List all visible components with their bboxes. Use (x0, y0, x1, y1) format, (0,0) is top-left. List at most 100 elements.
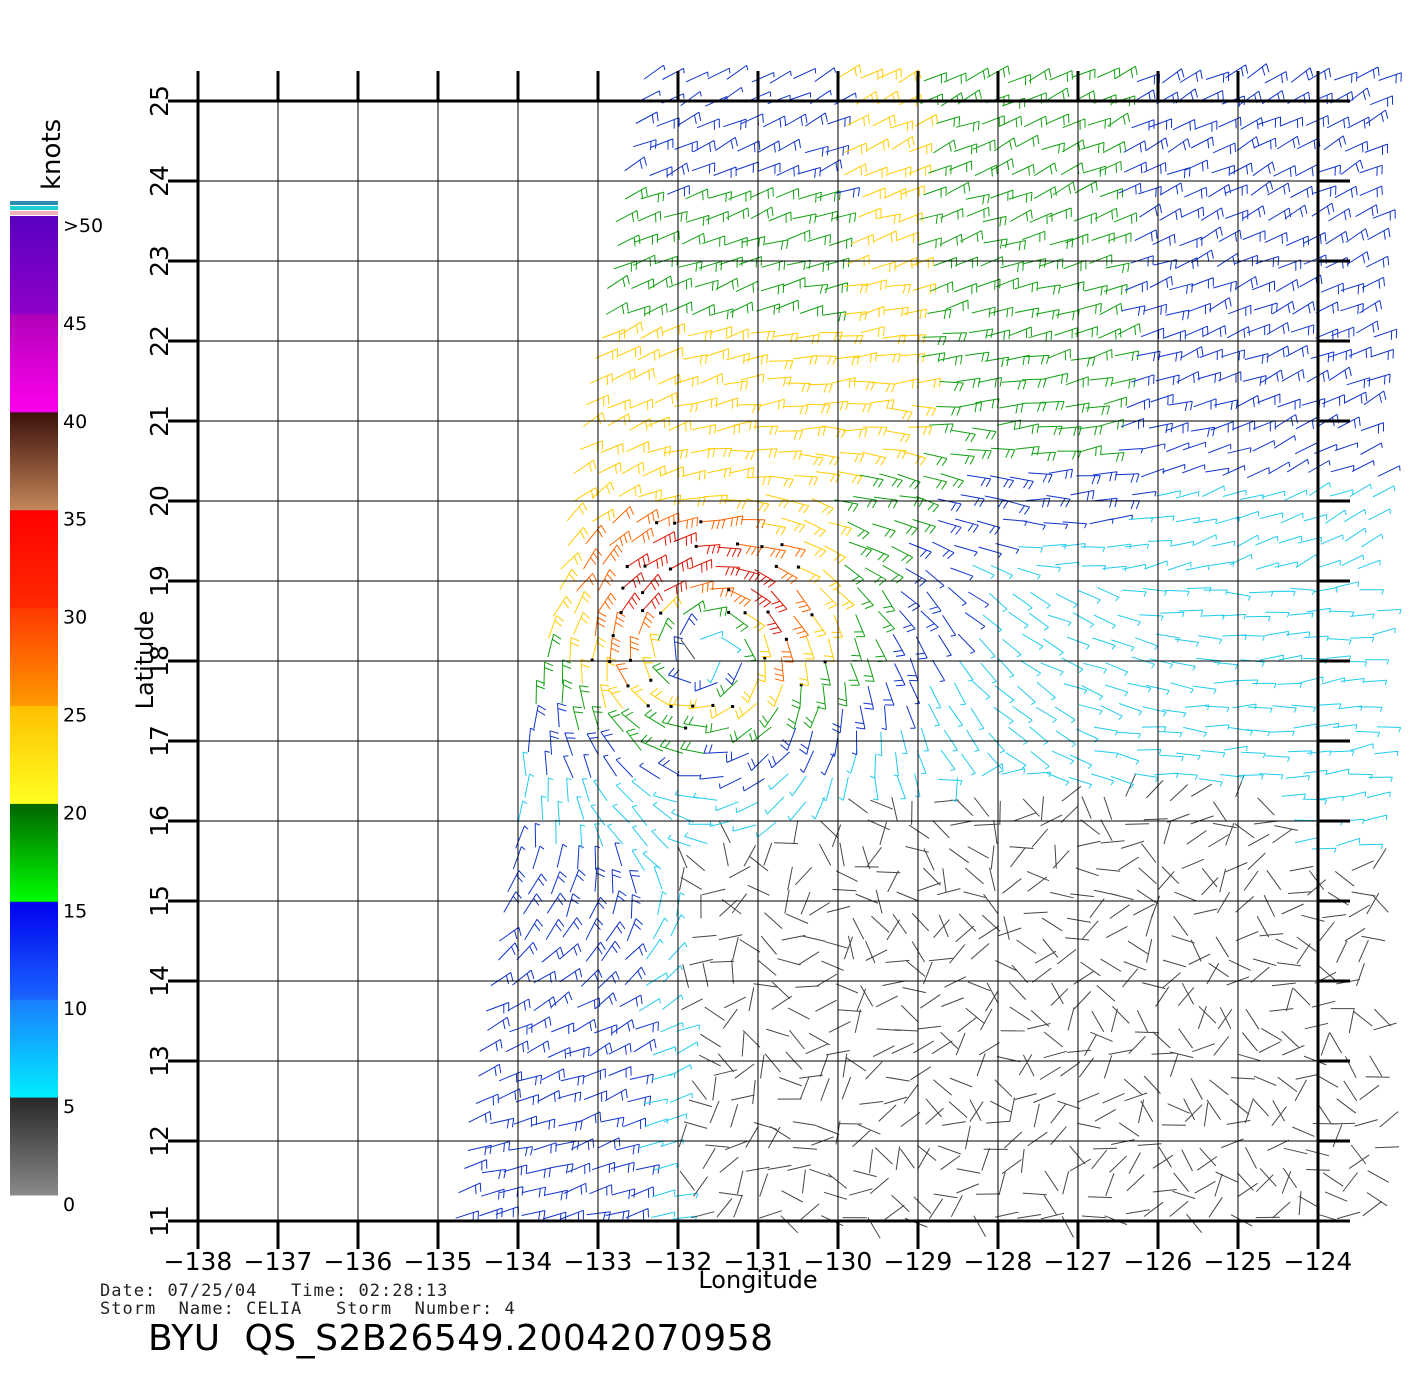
wind-barb (1264, 231, 1288, 244)
wind-barb (638, 998, 661, 1012)
wind-barb (1109, 904, 1130, 919)
wind-barb (750, 206, 774, 220)
wind-barb (743, 844, 757, 867)
wind-barb (731, 959, 734, 984)
wind-barb (967, 846, 989, 859)
wind-barb (592, 481, 615, 499)
wind-barb (1259, 1168, 1277, 1187)
wind-barb (827, 1173, 848, 1189)
wind-barb (1103, 283, 1128, 295)
wind-barb (1377, 465, 1401, 477)
wind-barb (1063, 683, 1088, 695)
wind-barb (1200, 226, 1223, 241)
wind-barb (523, 893, 543, 915)
rain-flag (669, 704, 673, 708)
wind-barb (1242, 205, 1266, 220)
wind-barb (656, 512, 680, 527)
wind-barb (1225, 64, 1249, 79)
wind-barb (580, 969, 603, 987)
wind-barb (1228, 304, 1252, 317)
wind-barb (681, 496, 706, 507)
wind-barb (638, 210, 662, 223)
wind-barb (878, 1104, 897, 1122)
wind-barb (725, 662, 743, 685)
wind-barb (925, 569, 945, 589)
wind-barb (853, 352, 878, 363)
wind-barb (1056, 949, 1077, 965)
wind-barb (1073, 212, 1097, 224)
wind-barb (928, 703, 940, 727)
wind-barb (557, 702, 567, 728)
wind-barb (1218, 116, 1242, 129)
wind-barb (982, 614, 1003, 633)
wind-barb (939, 381, 964, 392)
wind-barb (843, 311, 868, 322)
wind-barb (816, 973, 838, 987)
wind-barb (659, 738, 684, 754)
wind-barb (634, 233, 659, 245)
wind-barb (942, 614, 957, 637)
wind-barb (755, 821, 777, 838)
wind-barb (954, 256, 978, 268)
wind-barb (1316, 963, 1336, 981)
wind-barb (1271, 1201, 1291, 1219)
wind-barb (688, 819, 713, 825)
legend-label: 10 (63, 998, 87, 1020)
wind-barb (683, 715, 708, 728)
wind-barb (537, 1090, 561, 1102)
wind-barb (970, 707, 985, 730)
wind-barb (851, 730, 858, 756)
wind-barb (978, 925, 1000, 940)
wind-barb (640, 191, 665, 203)
wind-barb (1219, 1007, 1232, 1030)
wind-barb (1094, 207, 1118, 220)
wind-barb (583, 754, 592, 778)
wind-barb (534, 822, 541, 848)
wind-barb (899, 610, 916, 633)
wind-barb (702, 1147, 716, 1169)
wind-barb (728, 865, 751, 879)
wind-barb (1122, 968, 1139, 988)
wind-barb (1208, 962, 1229, 978)
wind-barb (1122, 589, 1147, 597)
wind-barb (615, 663, 629, 687)
wind-barb (914, 773, 921, 798)
legend-band-10-15 (10, 901, 58, 1000)
wind-barb (732, 824, 757, 832)
wind-barb (685, 214, 710, 226)
wind-barb (1078, 704, 1103, 716)
wind-barb (747, 753, 769, 771)
wind-barb (1208, 1197, 1223, 1218)
wind-barb (842, 428, 868, 438)
wind-barb (1167, 138, 1191, 153)
wind-barb (1142, 706, 1167, 717)
wind-barb (1148, 118, 1173, 130)
wind-barb (853, 1170, 877, 1178)
wind-barb (1231, 1077, 1256, 1080)
wind-barb (512, 969, 535, 986)
wind-barb (1327, 638, 1352, 645)
wind-barb (598, 971, 620, 989)
wind-barb (1311, 202, 1335, 217)
wind-barb (815, 999, 837, 1012)
wind-barb (1350, 1144, 1367, 1165)
wind-barb (1265, 611, 1290, 618)
wind-barb (871, 915, 890, 933)
wind-barb (1261, 490, 1286, 498)
wind-barb (933, 919, 950, 939)
wind-barb (784, 113, 808, 127)
wind-barb (638, 489, 662, 501)
wind-barb (724, 996, 747, 1009)
wind-barb (652, 917, 669, 940)
rain-flag (784, 637, 788, 641)
wind-barb (766, 1028, 790, 1037)
wind-barb (505, 1040, 529, 1053)
wind-barb (1163, 820, 1172, 845)
wind-barb (862, 451, 887, 466)
wind-barb (1243, 870, 1259, 891)
wind-barb (573, 1018, 597, 1033)
wind-barb (1158, 871, 1175, 890)
wind-barb (1141, 982, 1166, 990)
wind-barb (777, 450, 803, 460)
